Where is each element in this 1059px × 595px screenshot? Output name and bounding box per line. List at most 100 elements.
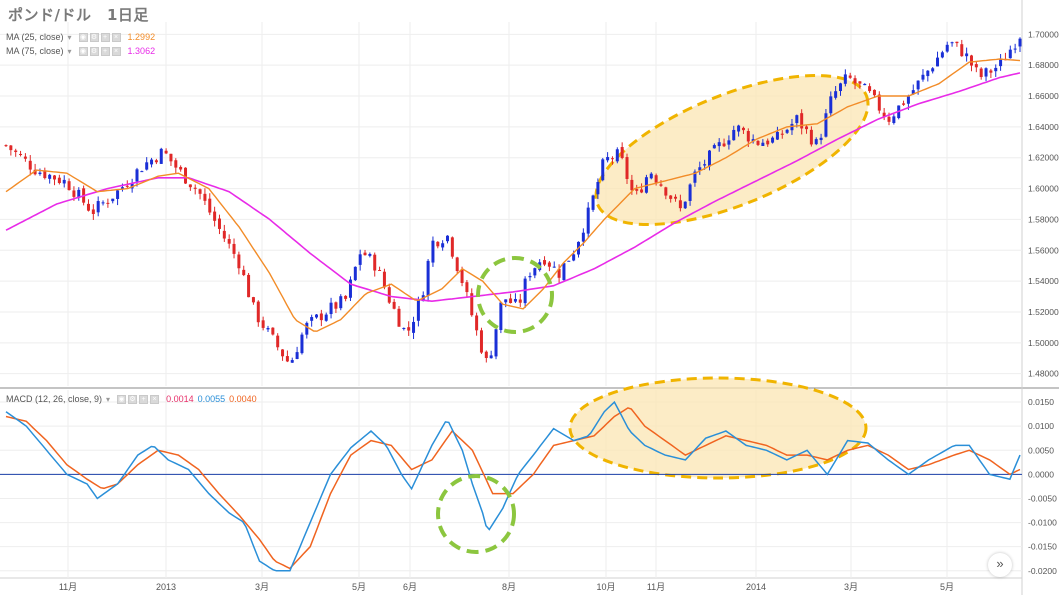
candle-body [290, 360, 294, 363]
close-icon[interactable]: × [111, 46, 121, 56]
candle-body [373, 254, 377, 271]
eye-icon[interactable]: ◉ [78, 46, 88, 56]
candle-body [630, 179, 634, 191]
candle-body [111, 198, 115, 202]
plus-icon[interactable]: + [100, 32, 110, 42]
macd-line [5, 400, 1021, 572]
candle-body [533, 268, 537, 276]
candle-body [460, 269, 464, 283]
price-tick-label: 1.70000 [1028, 29, 1059, 39]
close-icon[interactable]: × [150, 394, 160, 404]
candle-body [266, 328, 270, 330]
candle-body [475, 315, 479, 331]
candle-body [965, 53, 969, 57]
candle-body [208, 198, 212, 213]
candle-body [940, 52, 944, 58]
chevron-down-icon[interactable]: ▾ [67, 32, 72, 42]
candle-body [586, 207, 590, 234]
legend-ma75[interactable]: MA (75, close) ▾ ◉ ⚙ + × 1.3062 [6, 46, 155, 56]
candle-body [450, 237, 454, 257]
gear-icon[interactable]: ⚙ [128, 394, 138, 404]
candle-body [145, 162, 149, 170]
candle-body [416, 300, 420, 321]
plus-icon[interactable]: + [139, 394, 149, 404]
candle-body [572, 254, 576, 261]
candle-body [887, 116, 891, 122]
candle-body [237, 254, 241, 269]
candle-body [319, 313, 323, 321]
legend-ma25-label: MA (25, close) [6, 32, 64, 42]
chevron-down-icon[interactable]: ▾ [106, 394, 111, 404]
candle-body [552, 266, 556, 268]
candle-body [285, 356, 289, 362]
candle-body [785, 129, 789, 133]
x-tick-label: 5月 [940, 582, 954, 592]
chevron-down-icon[interactable]: ▾ [67, 46, 72, 56]
candle-body [950, 42, 954, 44]
candle-body [664, 187, 668, 196]
candle-body [43, 170, 47, 179]
crossover-circle-price [476, 256, 554, 334]
candle-body [581, 232, 585, 242]
candle-body [436, 241, 440, 247]
candle-body [591, 195, 595, 210]
candle-body [169, 153, 173, 162]
candle-body [984, 68, 988, 77]
candle-body [829, 96, 833, 114]
chart-title: ポンド/ドル 1日足 [8, 6, 149, 24]
candle-body [116, 190, 120, 199]
gear-icon[interactable]: ⚙ [89, 46, 99, 56]
plus-icon[interactable]: + [100, 46, 110, 56]
close-icon[interactable]: × [111, 32, 121, 42]
candle-body [693, 171, 697, 183]
candle-body [906, 96, 910, 104]
candle-body [999, 58, 1003, 67]
candle-body [227, 239, 231, 244]
macd-tick-label: -0.0100 [1028, 518, 1057, 528]
price-tick-label: 1.64000 [1028, 122, 1059, 132]
candle-body [703, 164, 707, 166]
candle-body [557, 268, 561, 278]
scroll-to-latest-button[interactable]: » [988, 553, 1012, 577]
candle-body [431, 240, 435, 263]
legend-macd-value-2: 0.0055 [197, 394, 226, 404]
candle-body [547, 262, 551, 267]
legend-ma25-buttons[interactable]: ◉ ⚙ + × [78, 32, 121, 42]
candle-body [610, 158, 614, 160]
candle-body [368, 253, 372, 256]
candle-body [674, 196, 678, 199]
macd-tick-label: 0.0100 [1028, 421, 1054, 431]
macd-tick-label: 0.0000 [1028, 469, 1054, 479]
candle-body [766, 140, 770, 145]
legend-macd[interactable]: MACD (12, 26, close, 9) ▾ ◉ ⚙ + × 0.0014 0.… [6, 394, 257, 404]
candle-body [344, 295, 348, 299]
candle-body [140, 171, 144, 173]
candle-body [640, 189, 644, 193]
candle-body [324, 314, 328, 321]
legend-ma25[interactable]: MA (25, close) ▾ ◉ ⚙ + × 1.2992 [6, 32, 155, 42]
eye-icon[interactable]: ◉ [117, 394, 127, 404]
candle-body [150, 159, 154, 165]
eye-icon[interactable]: ◉ [78, 32, 88, 42]
candle-body [242, 269, 246, 276]
gear-icon[interactable]: ⚙ [89, 32, 99, 42]
candle-body [955, 41, 959, 44]
macd-tick-label: 0.0050 [1028, 445, 1054, 455]
legend-macd-buttons[interactable]: ◉ ⚙ + × [117, 394, 160, 404]
legend-ma75-buttons[interactable]: ◉ ⚙ + × [78, 46, 121, 56]
legend-macd-label: MACD (12, 26, close, 9) [6, 394, 103, 404]
price-tick-label: 1.58000 [1028, 214, 1059, 224]
candle-body [795, 115, 799, 124]
ma25-line [5, 58, 1021, 332]
candle-body [19, 153, 23, 156]
candle-body [669, 195, 673, 199]
candle-body [57, 177, 61, 184]
macd-tick-label: -0.0050 [1028, 493, 1057, 503]
candle-body [14, 150, 18, 153]
candle-body [53, 175, 57, 180]
candle-body [120, 187, 124, 189]
candle-body [9, 145, 13, 151]
candle-body [256, 301, 260, 323]
candle-body [179, 166, 183, 170]
